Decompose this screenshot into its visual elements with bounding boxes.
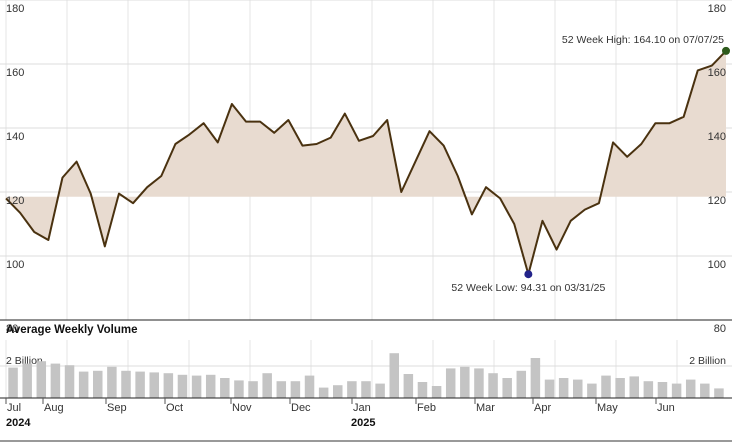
volume-bar — [403, 374, 414, 398]
volume-bar — [36, 361, 47, 398]
volume-label-left: 2 Billion — [6, 355, 43, 367]
volume-bar — [78, 371, 89, 398]
volume-bar — [318, 387, 329, 398]
volume-bar — [502, 378, 512, 398]
volume-bar — [333, 385, 343, 398]
month-label: Oct — [166, 402, 183, 414]
month-label: Dec — [291, 402, 311, 414]
volume-bar — [601, 375, 611, 398]
volume-bar — [149, 372, 159, 398]
price-area-layer — [6, 50, 726, 275]
volume-bar — [558, 378, 569, 398]
month-label: Aug — [44, 402, 64, 414]
volume-bar — [714, 388, 724, 398]
month-label: Jun — [657, 402, 675, 414]
x-axis: Jul Aug Sep Oct Nov Dec Jan Feb Mar Apr May Jun 2024… — [0, 398, 732, 442]
y-tick-label-left: 180 — [6, 3, 24, 15]
y-tick-label-right: 140 — [708, 131, 726, 143]
month-label: Mar — [476, 402, 495, 414]
volume-bar — [93, 370, 103, 398]
volume-bar — [234, 380, 244, 398]
month-label: Jul — [7, 402, 21, 414]
volume-bar — [629, 376, 639, 398]
volume-bar — [516, 370, 527, 398]
volume-bar — [530, 358, 541, 398]
volume-bar — [573, 379, 583, 398]
volume-bar — [107, 366, 117, 398]
volume-bar — [361, 381, 371, 398]
price-tick-labels: 80 80 100 100 120 120 140 140 160 160 180 180 — [6, 3, 726, 335]
y-tick-label-right: 120 — [708, 195, 726, 207]
volume-bar — [615, 378, 625, 398]
month-label: Jan — [353, 402, 371, 414]
volume-bar — [700, 383, 710, 398]
volume-label-right: 2 Billion — [689, 355, 726, 367]
y-tick-label-left: 160 — [6, 67, 24, 79]
volume-bar — [587, 383, 597, 398]
volume-bar — [8, 367, 18, 398]
volume-bars — [0, 353, 732, 399]
price-area-fill — [6, 50, 726, 275]
volume-bar — [64, 365, 75, 398]
volume-bar — [488, 373, 498, 398]
high-annotation: 52 Week High: 164.10 on 07/07/25 — [562, 34, 724, 46]
annotations-layer: 52 Week High: 164.10 on 07/07/25 52 Week… — [451, 34, 730, 294]
month-label: May — [597, 402, 618, 414]
volume-bar — [191, 375, 202, 398]
volume-bar — [290, 381, 301, 398]
volume-bar — [671, 383, 682, 398]
volume-bar — [262, 373, 272, 398]
volume-bar — [657, 382, 668, 398]
y-tick-label-right: 100 — [708, 259, 726, 271]
volume-bar — [163, 373, 174, 398]
high-marker — [722, 46, 730, 55]
y-tick-label-left: 140 — [6, 131, 24, 143]
volume-bar — [22, 363, 32, 398]
low-marker — [524, 270, 533, 279]
volume-bar — [304, 375, 315, 398]
volume-bar — [220, 378, 230, 398]
month-label: Feb — [417, 402, 436, 414]
volume-bar — [544, 379, 555, 398]
volume-bar — [50, 363, 61, 398]
low-annotation: 52 Week Low: 94.31 on 03/31/25 — [451, 282, 605, 294]
volume-bar — [685, 379, 696, 398]
volume-bar — [121, 370, 131, 398]
y-tick-label-right: 180 — [708, 3, 726, 15]
volume-bar — [445, 368, 456, 398]
volume-bar — [248, 381, 258, 398]
volume-bar — [205, 374, 216, 398]
volume-bar — [177, 374, 188, 398]
price-gridlines — [0, 0, 732, 321]
y-tick-label-left: 80 — [6, 323, 18, 335]
month-label: Apr — [534, 402, 551, 414]
year-label: 2025 — [351, 417, 375, 429]
volume-bar — [347, 381, 357, 398]
volume-bar — [643, 381, 654, 398]
volume-bar — [389, 353, 399, 398]
y-tick-label-right: 80 — [714, 323, 726, 335]
volume-bar — [460, 366, 470, 398]
y-tick-label-right: 160 — [708, 67, 726, 79]
volume-bar — [276, 381, 287, 398]
volume-bar — [375, 383, 385, 398]
month-label: Nov — [232, 402, 252, 414]
volume-bar — [474, 368, 484, 398]
volume-section: Average Weekly Volume 2 Billion 2 Billio… — [6, 324, 726, 367]
volume-bar — [135, 371, 145, 398]
volume-title: Average Weekly Volume — [6, 324, 137, 336]
month-label: Sep — [107, 402, 127, 414]
y-tick-label-left: 120 — [6, 195, 24, 207]
price-line-layer — [5, 50, 727, 276]
year-label: 2024 — [6, 417, 31, 429]
y-tick-label-left: 100 — [6, 259, 24, 271]
price-line — [5, 50, 727, 276]
volume-bar — [431, 386, 442, 398]
volume-bar — [417, 382, 428, 398]
